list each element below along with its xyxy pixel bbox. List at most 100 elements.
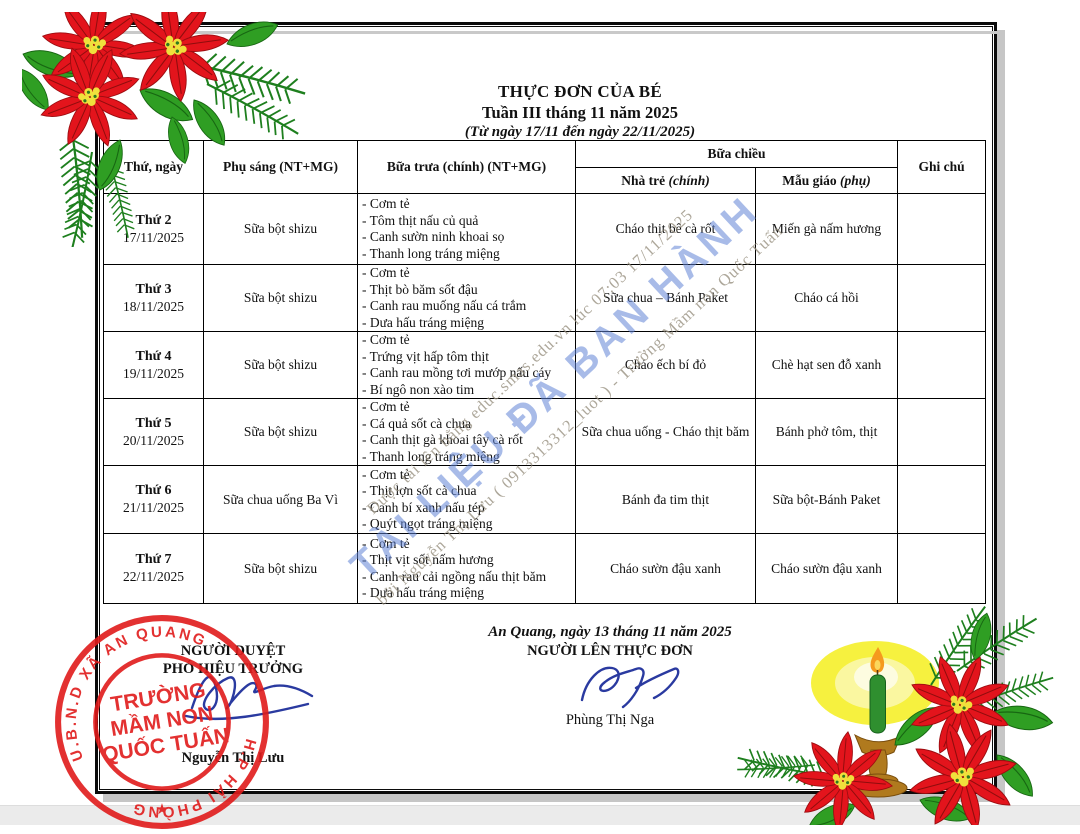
lunch-item: - Cơm tẻ <box>362 196 410 211</box>
note-cell <box>897 264 987 332</box>
page-subtitle-week: Tuần III tháng 11 năm 2025 <box>481 103 679 122</box>
lunch-cell: - Cơm tẻ - Tôm thịt nấu củ quả - Canh sư… <box>357 193 576 265</box>
kindergarten-cell: Sữa bột-Bánh Paket <box>754 465 899 534</box>
lunch-item: - Cơm tẻ <box>362 332 410 347</box>
page-subtitle-daterange: (Từ ngày 17/11 đến ngày 22/11/2025) <box>464 124 696 140</box>
day-label: Thứ 3 <box>135 281 172 297</box>
place-date-line: An Quang, ngày 13 tháng 11 năm 2025 <box>488 624 732 640</box>
nursery-label: Nhà trẻ <box>621 172 666 188</box>
school-stamp: U.B.N.D XÃ AN QUANG H.P HẢI PHÒNG ★ TRƯỜ… <box>55 615 269 829</box>
lunch-item: - Cá quả sốt cà chua <box>362 415 472 431</box>
nursery-cell: Sữa chua – Bánh Paket <box>575 264 756 332</box>
col-header-afternoon-nursery: Nhà trẻ (chính) <box>575 167 756 194</box>
day-label: Thứ 7 <box>135 552 172 567</box>
kindergarten-cell: Cháo cá hồi <box>754 264 899 332</box>
day-cell: Thứ 7 22/11/2025 <box>103 533 204 604</box>
menu-maker-name: Phùng Thị Nga <box>565 712 655 728</box>
kindergarten-cell: Bánh phở tôm, thịt <box>754 398 899 466</box>
lunch-item: - Cơm tẻ <box>362 265 410 280</box>
lunch-item: - Cơm tẻ <box>362 535 410 551</box>
day-label: Thứ 6 <box>135 483 172 498</box>
col-header-lunch: Bữa trưa (chính) (NT+MG) <box>357 140 576 194</box>
col-header-breakfast: Phụ sáng (NT+MG) <box>203 140 358 194</box>
kindergarten-cell: Chè hạt sen đỗ xanh <box>754 331 899 399</box>
nursery-qualifier: (chính) <box>668 172 710 188</box>
col-header-day: Thứ, ngày <box>103 140 204 194</box>
breakfast-cell: Sữa bột shizu <box>203 331 358 399</box>
lunch-item: - Canh rau mồng tơi mướp nấu cáy <box>362 365 552 380</box>
lunch-item: - Quýt ngọt tráng miệng <box>362 516 493 531</box>
kindergarten-cell: Miến gà nấm hương <box>754 193 899 265</box>
lunch-item: - Thịt vịt sốt nấm hương <box>362 552 494 567</box>
stamp-star-icon: ★ <box>155 802 169 818</box>
day-date: 21/11/2025 <box>122 500 184 515</box>
nursery-cell: Bánh đa tim thịt <box>575 465 756 534</box>
note-cell <box>897 533 987 604</box>
table-row-saturday: Thứ 7 22/11/2025 Sữa bột shizu - Cơm tẻ … <box>103 533 987 604</box>
kindergarten-label: Mẫu giáo <box>782 172 837 188</box>
lunch-item: - Bí ngô non xào tim <box>362 381 475 397</box>
lunch-item: - Trứng vịt hấp tôm thịt <box>362 348 489 364</box>
note-cell <box>897 331 987 399</box>
lunch-cell: - Cơm tẻ - Thịt vịt sốt nấm hương - Canh… <box>357 533 576 604</box>
day-label: Thứ 5 <box>135 415 172 431</box>
lunch-item: - Canh rau muống nấu cá trắm <box>362 298 527 313</box>
lunch-cell: - Cơm tẻ - Thịt bò băm sốt đậu - Canh ra… <box>357 264 576 332</box>
menu-maker-signature <box>580 666 680 709</box>
table-row-thursday: Thứ 5 20/11/2025 Sữa bột shizu - Cơm tẻ … <box>103 398 987 466</box>
approver-heading: NGƯỜI DUYỆT <box>180 643 286 659</box>
note-cell <box>897 465 987 534</box>
nursery-cell: Cháo sườn đậu xanh <box>575 533 756 604</box>
col-header-afternoon-kindergarten: Mẫu giáo (phụ) <box>754 167 899 194</box>
breakfast-cell: Sữa chua uống Ba Vì <box>203 465 358 534</box>
menu-table: Thứ, ngày Phụ sáng (NT+MG) Bữa trưa (chí… <box>103 140 987 604</box>
lunch-item: - Cơm tẻ <box>362 399 410 414</box>
table-row-wednesday: Thứ 4 19/11/2025 Sữa bột shizu - Cơm tẻ … <box>103 331 987 399</box>
lunch-item: - Thanh long tráng miệng <box>362 448 500 464</box>
document-header: THỰC ĐƠN CỦA BÉ Tuần III tháng 11 năm 20… <box>110 82 1050 141</box>
lunch-cell: - Cơm tẻ - Cá quả sốt cà chua - Canh thị… <box>357 398 576 466</box>
day-cell: Thứ 3 18/11/2025 <box>103 264 204 332</box>
breakfast-cell: Sữa bột shizu <box>203 193 358 265</box>
day-date: 19/11/2025 <box>122 365 184 381</box>
note-cell <box>897 398 987 466</box>
day-label: Thứ 4 <box>135 348 172 364</box>
nursery-cell: Sữa chua uống - Cháo thịt băm <box>575 398 756 466</box>
day-cell: Thứ 2 17/11/2025 <box>103 193 204 265</box>
day-date: 18/11/2025 <box>122 298 184 314</box>
lunch-item: - Canh rau cải ngồng nấu thịt băm <box>362 568 547 584</box>
day-cell: Thứ 5 20/11/2025 <box>103 398 204 466</box>
page-border <box>95 22 997 794</box>
lunch-cell: - Cơm tẻ - Trứng vịt hấp tôm thịt - Canh… <box>357 331 576 399</box>
lunch-item: - Cơm tẻ <box>362 466 410 482</box>
menu-maker-heading: NGƯỜI LÊN THỰC ĐƠN <box>527 643 693 659</box>
lunch-item: - Thịt lợn sốt cà chua <box>362 483 477 498</box>
day-cell: Thứ 6 21/11/2025 <box>103 465 204 534</box>
nursery-cell: Cháo thịt bê cà rốt <box>575 193 756 265</box>
menu-maker-block: An Quang, ngày 13 tháng 11 năm 2025 NGƯỜ… <box>460 624 760 729</box>
breakfast-cell: Sữa bột shizu <box>203 264 358 332</box>
col-header-afternoon: Bữa chiều <box>574 140 899 168</box>
lunch-item: - Dưa hấu tráng miệng <box>362 585 485 600</box>
col-header-notes: Ghi chú <box>897 140 987 194</box>
note-cell <box>897 193 987 265</box>
lunch-item: - Thịt bò băm sốt đậu <box>362 281 478 297</box>
day-date: 22/11/2025 <box>122 569 184 584</box>
table-row-monday: Thứ 2 17/11/2025 Sữa bột shizu - Cơm tẻ … <box>103 193 987 265</box>
table-row-friday: Thứ 6 21/11/2025 Sữa chua uống Ba Vì - C… <box>103 465 987 534</box>
day-date: 17/11/2025 <box>122 229 184 245</box>
kindergarten-cell: Cháo sườn đậu xanh <box>754 533 899 604</box>
table-row-tuesday: Thứ 3 18/11/2025 Sữa bột shizu - Cơm tẻ … <box>103 264 987 332</box>
lunch-item: - Canh sườn ninh khoai sọ <box>362 229 505 244</box>
nursery-cell: Cháo ếch bí đỏ <box>575 331 756 399</box>
lunch-item: - Canh bí xanh nấu tép <box>362 499 485 515</box>
lunch-item: - Canh thịt gà khoai tây cà rốt <box>362 432 523 447</box>
breakfast-cell: Sữa bột shizu <box>203 533 358 604</box>
lunch-item: - Thanh long tráng miệng <box>362 245 500 261</box>
day-cell: Thứ 4 19/11/2025 <box>103 331 204 399</box>
day-label: Thứ 2 <box>135 212 172 228</box>
day-date: 20/11/2025 <box>122 432 184 448</box>
breakfast-cell: Sữa bột shizu <box>203 398 358 466</box>
kindergarten-qualifier: (phụ) <box>840 172 871 188</box>
page-title: THỰC ĐƠN CỦA BÉ <box>498 82 662 101</box>
